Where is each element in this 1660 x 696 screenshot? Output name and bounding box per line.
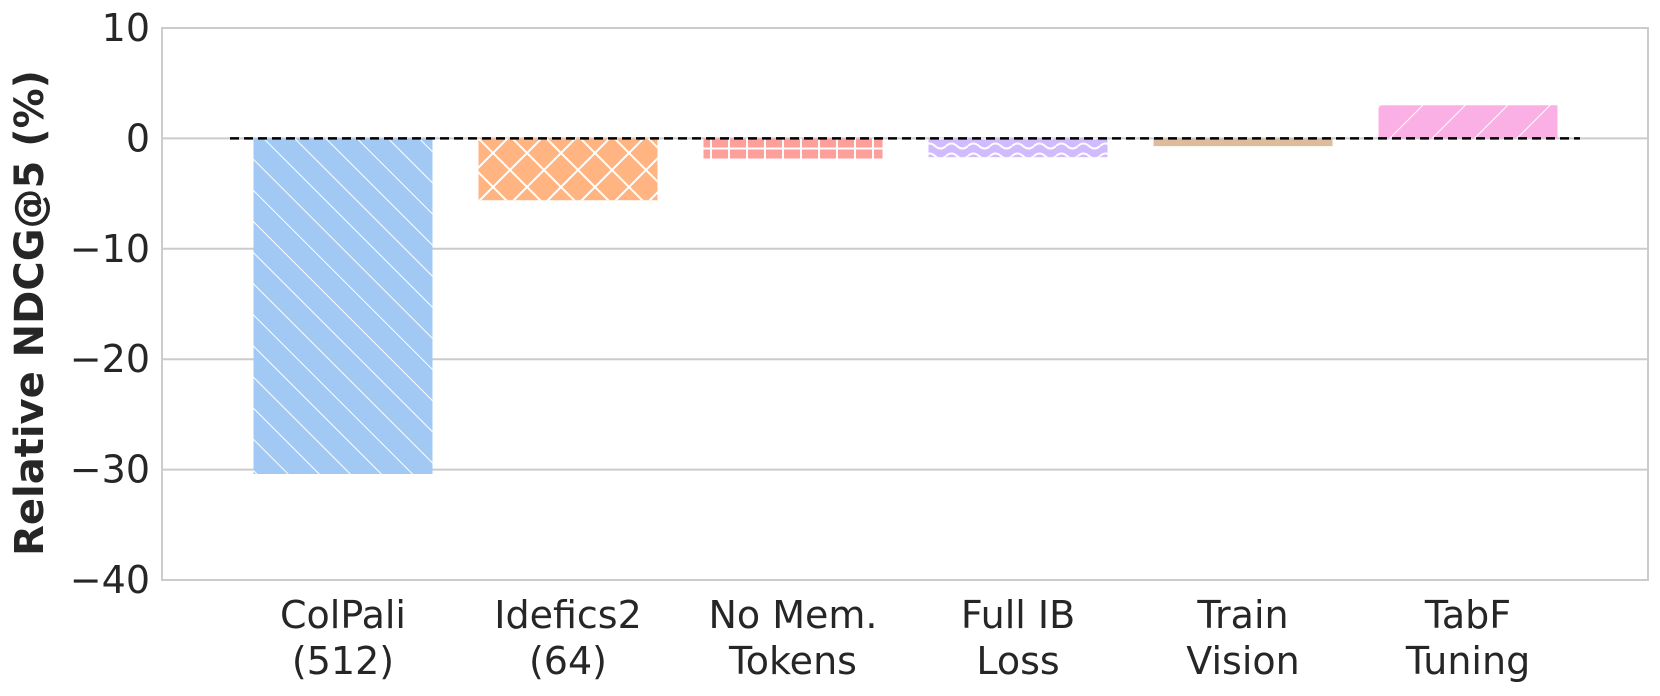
y-tick-label: 0 xyxy=(126,116,150,160)
bars xyxy=(253,105,1558,475)
bar xyxy=(1153,138,1333,147)
x-tick-label: (512) xyxy=(292,639,394,683)
x-tick-label: Loss xyxy=(976,639,1059,683)
x-tick-label: No Mem. xyxy=(708,593,877,637)
x-tick-label: Tokens xyxy=(728,639,857,683)
y-tick-label: −30 xyxy=(70,448,150,492)
bar-hatch xyxy=(703,138,883,161)
y-tick-labels: 10 0 −10 −20 −30 −40 xyxy=(70,6,150,602)
y-tick-label: −10 xyxy=(70,227,150,271)
bar-hatch xyxy=(928,138,1108,158)
x-tick-label: ColPali xyxy=(280,593,406,637)
x-tick-labels: ColPali(512) Idefics2(64) No Mem.Tokens Ful… xyxy=(280,593,1530,683)
x-tick-label: Vision xyxy=(1186,639,1299,683)
x-tick-label: (64) xyxy=(529,639,607,683)
bar-hatch xyxy=(1378,105,1558,139)
x-tick-label: Train xyxy=(1196,593,1288,637)
y-axis-label: Relative NDCG@5 (%) xyxy=(7,70,53,556)
x-tick-label: Tuning xyxy=(1405,639,1530,683)
x-tick-label: Idefics2 xyxy=(494,593,642,637)
x-tick-label: TabF xyxy=(1424,593,1511,637)
plot-frame xyxy=(161,27,1649,581)
y-tick-label: −20 xyxy=(70,337,150,381)
x-tick-label: Full IB xyxy=(961,593,1075,637)
y-tick-label: 10 xyxy=(102,6,150,50)
bar-hatch xyxy=(253,138,433,475)
y-tick-label: −40 xyxy=(70,558,150,602)
bar-hatch xyxy=(478,138,658,201)
